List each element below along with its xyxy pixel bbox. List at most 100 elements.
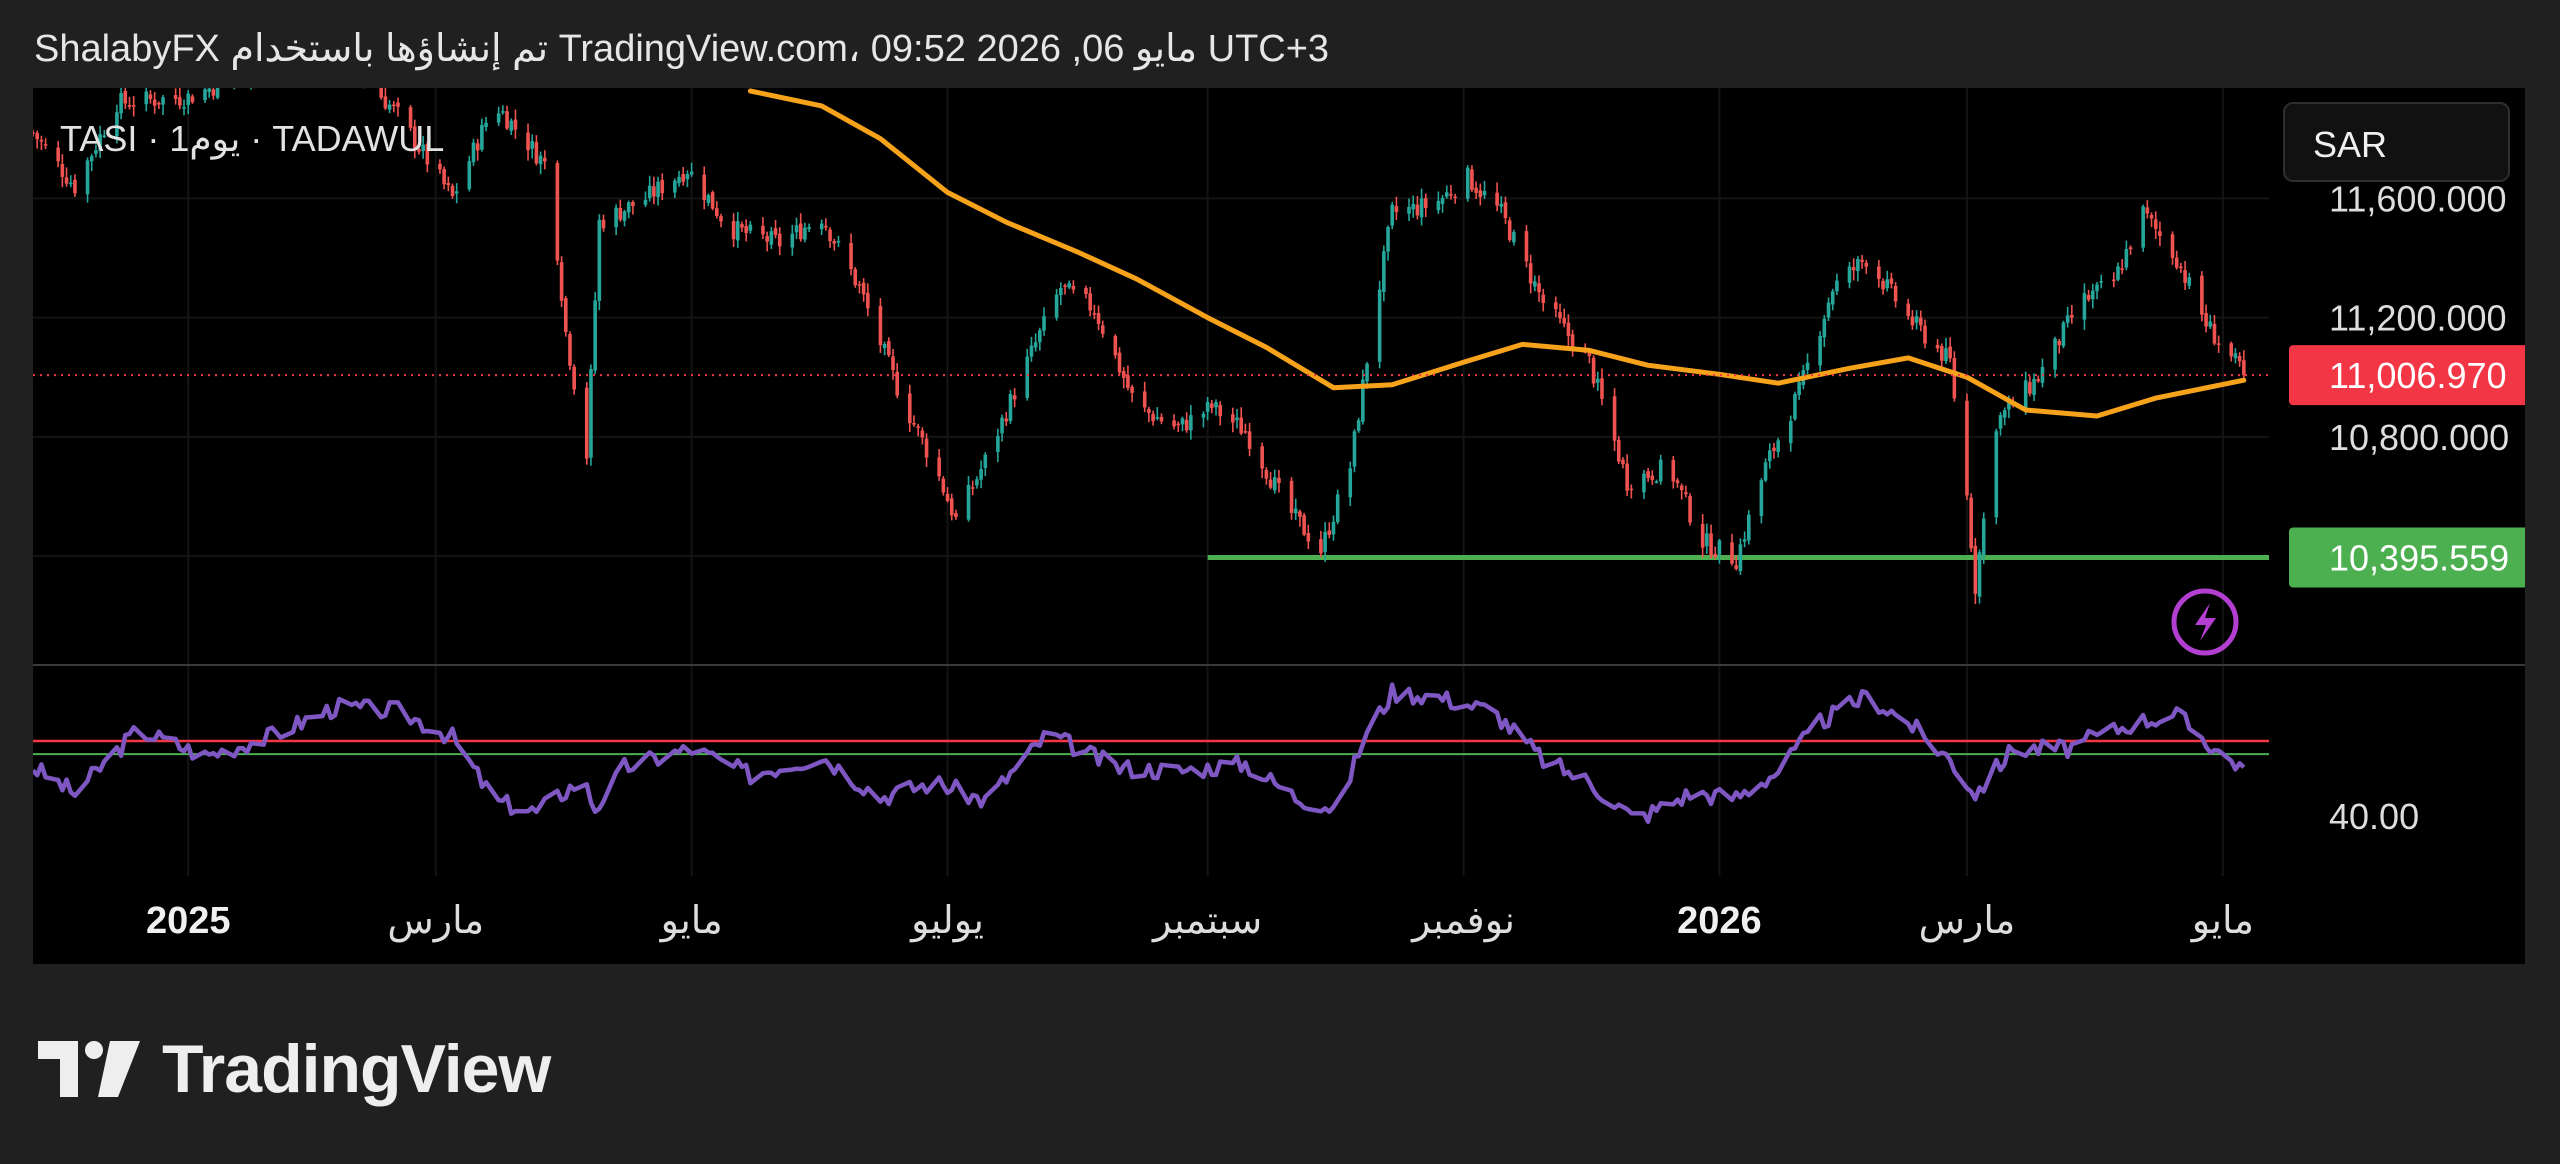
candle-body-278 xyxy=(1658,459,1663,482)
candle-body-256 xyxy=(1533,281,1537,287)
candle-body-111 xyxy=(681,174,686,182)
candle-body-232 xyxy=(1390,204,1395,226)
candle-body-15 xyxy=(119,93,123,114)
candle-body-0 xyxy=(33,132,35,134)
candle-body-235 xyxy=(1411,203,1415,210)
candle-body-267 xyxy=(1595,378,1600,383)
candle-body-334 xyxy=(1994,431,1999,518)
candle-body-18 xyxy=(131,105,136,107)
candle-body-231 xyxy=(1386,227,1390,252)
candle-body-344 xyxy=(2053,338,2057,370)
candle-body-62 xyxy=(391,104,396,107)
candle-body-6 xyxy=(64,177,69,184)
candle-body-325 xyxy=(1939,346,1944,361)
candle-body-179 xyxy=(1084,288,1088,295)
candle-body-145 xyxy=(882,343,887,349)
symbol-label[interactable]: TASI · 1يوم · TADAWUL xyxy=(60,118,445,159)
candle-body-105 xyxy=(647,185,652,199)
candle-body-151 xyxy=(916,426,920,428)
candle-body-89 xyxy=(555,162,560,261)
candle-body-329 xyxy=(1965,400,1969,496)
candle-body-257 xyxy=(1537,283,1541,293)
candle-body-183 xyxy=(1100,325,1105,334)
candle-body-224 xyxy=(1348,468,1353,498)
candle-body-349 xyxy=(2082,293,2087,320)
candle-body-160 xyxy=(970,487,975,489)
candle-body-262 xyxy=(1566,322,1571,337)
candle-body-373 xyxy=(2216,343,2221,345)
candle-body-23 xyxy=(161,97,165,105)
candle-body-115 xyxy=(706,195,711,203)
candle-body-150 xyxy=(912,422,916,425)
candle-body-147 xyxy=(891,356,895,371)
lightning-alert-icon[interactable] xyxy=(2171,588,2239,656)
candle-body-281 xyxy=(1679,485,1684,491)
candle-body-252 xyxy=(1507,220,1512,240)
date-tick-label-7: مارس xyxy=(1919,900,2016,942)
candle-body-358 xyxy=(2128,247,2133,250)
candle-body-193 xyxy=(1159,416,1164,422)
candle-body-222 xyxy=(1331,521,1336,535)
candle-body-172 xyxy=(1038,330,1042,343)
candle-body-258 xyxy=(1541,294,1546,304)
candle-body-319 xyxy=(1906,303,1911,316)
moving-average-layer xyxy=(747,88,2247,419)
candle-body-31 xyxy=(211,89,216,96)
candle-body-125 xyxy=(765,235,769,242)
candle-body-298 xyxy=(1776,440,1780,452)
candle-body-310 xyxy=(1851,267,1856,271)
candle-body-205 xyxy=(1235,417,1239,421)
candle-body-293 xyxy=(1747,514,1751,541)
candle-body-164 xyxy=(996,435,1000,452)
candle-body-348 xyxy=(2070,315,2074,318)
candle-body-70 xyxy=(442,169,446,185)
candle-body-215 xyxy=(1293,508,1298,514)
candle-body-64 xyxy=(408,107,413,128)
candle-body-332 xyxy=(1977,552,1982,597)
candle-body-251 xyxy=(1503,202,1508,219)
candle-body-175 xyxy=(1059,288,1063,296)
candle-body-182 xyxy=(1096,313,1101,324)
price-tick-label-1: 11,200.000 xyxy=(2329,298,2507,339)
candle-body-138 xyxy=(836,240,841,243)
candle-body-5 xyxy=(60,164,65,178)
candle-body-128 xyxy=(777,233,782,247)
candle-body-88 xyxy=(543,157,547,162)
candle-body-204 xyxy=(1231,414,1235,423)
candle-body-287 xyxy=(1713,553,1718,557)
candle-body-198 xyxy=(1189,415,1193,431)
candle-body-154 xyxy=(937,457,941,477)
chart-frame[interactable]: 11,600.000 11,200.000 10,800.000 40.00 2025 م… xyxy=(33,88,2525,964)
date-tick-label-2: مايو xyxy=(659,900,723,943)
support-level-badge xyxy=(2289,527,2525,588)
candle-body-247 xyxy=(1478,190,1483,198)
candle-body-178 xyxy=(1071,285,1076,290)
candle-body-269 xyxy=(1612,396,1617,441)
candle-body-351 xyxy=(2091,290,2095,300)
candle-body-132 xyxy=(803,227,807,240)
candle-body-71 xyxy=(446,182,451,186)
chart-svg[interactable]: 11,600.000 11,200.000 10,800.000 40.00 2025 م… xyxy=(33,88,2525,964)
candle-body-356 xyxy=(2120,268,2124,270)
rsi-pane xyxy=(33,682,2269,825)
candle-body-365 xyxy=(2174,257,2179,268)
candle-body-63 xyxy=(396,102,400,107)
candle-body-134 xyxy=(819,223,824,230)
candle-body-7 xyxy=(68,182,73,185)
candle-body-161 xyxy=(975,479,979,486)
candle-body-242 xyxy=(1449,194,1453,196)
candle-body-273 xyxy=(1629,488,1634,491)
date-tick-label-6: 2026 xyxy=(1677,900,1762,942)
currency-button[interactable]: SAR xyxy=(2283,102,2510,182)
candle-body-211 xyxy=(1268,479,1273,488)
tradingview-logo[interactable]: TradingView xyxy=(38,1030,551,1108)
candle-body-353 xyxy=(2099,281,2103,283)
candle-body-363 xyxy=(2158,231,2162,237)
alert-layer xyxy=(2171,588,2239,656)
candle-body-266 xyxy=(1591,357,1596,384)
date-tick-label-0: 2025 xyxy=(146,900,231,942)
candle-body-190 xyxy=(1147,409,1151,413)
candle-body-354 xyxy=(2111,279,2116,282)
candle-body-321 xyxy=(1914,316,1919,323)
brand-name: TradingView xyxy=(162,1031,551,1107)
